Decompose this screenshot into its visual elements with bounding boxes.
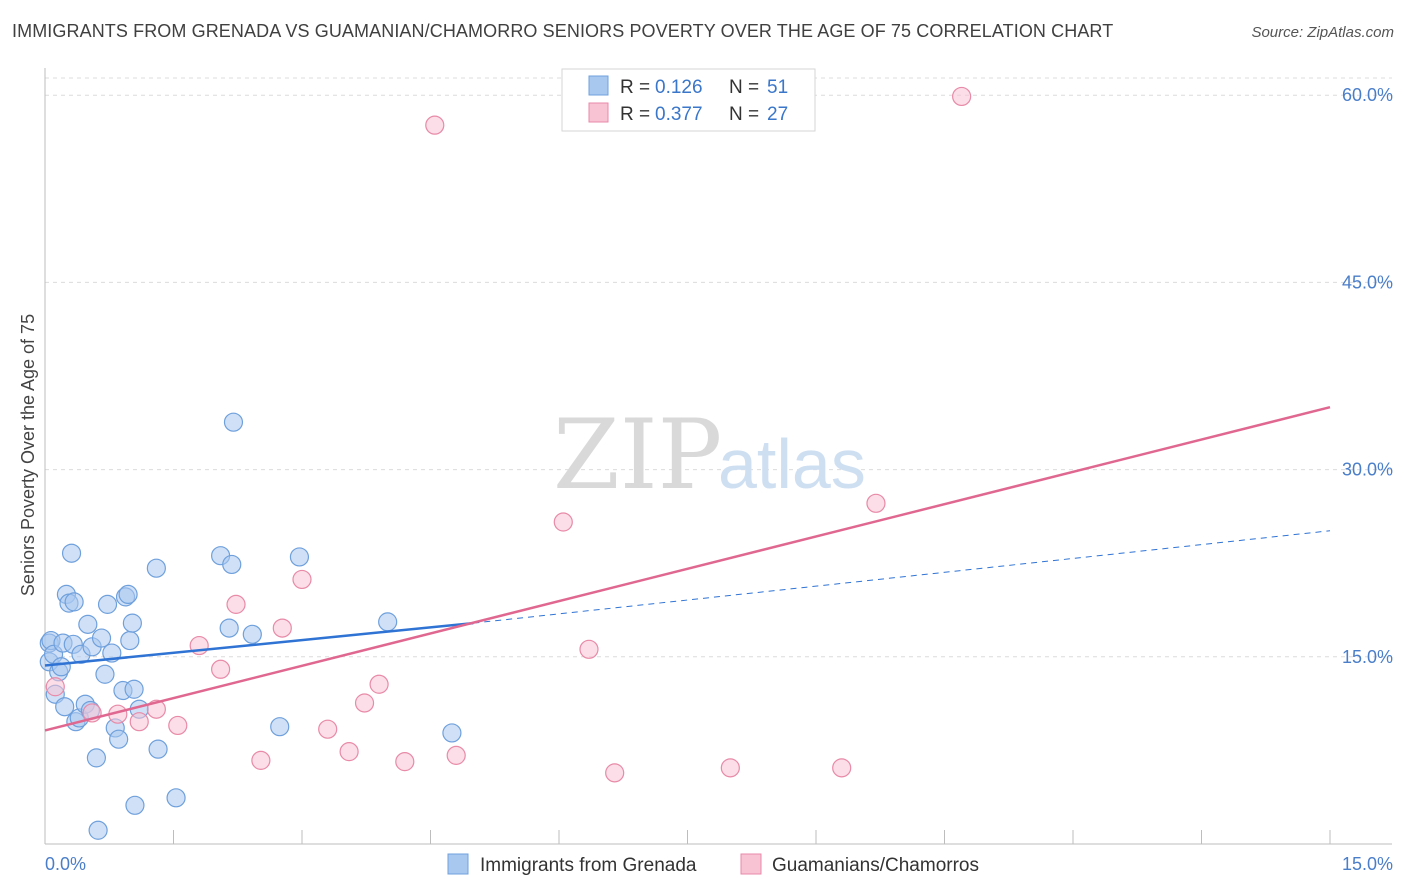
grenada-point xyxy=(64,592,84,612)
chamorro-point xyxy=(354,693,375,713)
bottom-legend-swatch-chamorro xyxy=(740,853,762,875)
grenada-point xyxy=(442,723,462,743)
grenada-point xyxy=(148,739,168,759)
chamorro-point xyxy=(272,618,292,638)
y-tick-label: 45.0% xyxy=(1342,272,1393,292)
grenada-point xyxy=(289,547,310,567)
grenada-point xyxy=(222,554,242,575)
grenada-point xyxy=(124,679,144,699)
chamorro-point xyxy=(553,512,573,532)
source-credit: Source: ZipAtlas.com xyxy=(1251,24,1394,41)
chamorro-point xyxy=(866,493,886,513)
chamorro-point xyxy=(45,677,65,697)
chamorro-point xyxy=(211,659,231,679)
grenada-point xyxy=(378,612,398,632)
y-tick-label: 60.0% xyxy=(1342,85,1393,105)
grenada-point xyxy=(97,594,118,614)
x-tick-label: 15.0% xyxy=(1342,854,1393,874)
grenada-point xyxy=(270,717,290,737)
bottom-legend-swatch-grenada xyxy=(447,853,469,875)
chamorro-point xyxy=(720,758,740,778)
legend-n-value-2: 27 xyxy=(767,104,788,125)
grenada-point xyxy=(120,630,140,651)
legend-n-label-2: N = xyxy=(729,104,759,125)
chart-title: IMMIGRANTS FROM GRENADA VS GUAMANIAN/CHA… xyxy=(12,21,1114,41)
chamorro-point xyxy=(605,763,625,783)
axes-layer: 15.0% 30.0% 45.0% 60.0% 0.0% 15.0% xyxy=(44,68,1393,874)
chamorro-point xyxy=(339,742,359,762)
chamorro-point xyxy=(952,86,972,107)
grenada-point xyxy=(91,628,112,648)
legend-r-value-2: 0.377 xyxy=(655,104,703,125)
grenada-point xyxy=(86,748,107,768)
chamorro-point xyxy=(446,745,466,765)
legend-box: R = 0.126 N = 51 R = 0.377 N = 27 xyxy=(561,68,816,132)
grenada-point xyxy=(109,729,129,749)
watermark: ZIP atlas xyxy=(553,399,866,511)
chamorro-trend-line xyxy=(44,405,1331,732)
trend-layer xyxy=(44,405,1331,732)
bottom-legend-label-grenada: Immigrants from Grenada xyxy=(480,855,697,876)
y-axis-title: Seniors Poverty Over the Age of 75 xyxy=(18,314,38,596)
grenada-point xyxy=(242,624,262,644)
x-tick-label: 0.0% xyxy=(45,854,86,874)
grenada-point xyxy=(55,697,75,717)
chamorro-point xyxy=(369,674,389,694)
chamorro-point xyxy=(425,115,445,135)
watermark-atlas: atlas xyxy=(718,425,866,503)
legend-n-label-1: N = xyxy=(729,77,759,98)
grenada-point xyxy=(146,558,166,578)
bottom-legend: Immigrants from Grenada Guamanians/Chamo… xyxy=(447,853,979,876)
chamorro-point xyxy=(318,719,338,739)
legend-swatch-grenada xyxy=(588,75,609,96)
chamorro-point xyxy=(832,758,852,778)
chamorro-point xyxy=(226,594,246,614)
grenada-point xyxy=(125,795,145,815)
legend-swatch-chamorro xyxy=(588,102,609,123)
grenada-point xyxy=(78,614,98,634)
grenada-point xyxy=(61,543,82,563)
legend-r-value-1: 0.126 xyxy=(655,77,703,98)
chamorro-point xyxy=(129,712,149,732)
chamorro-point xyxy=(251,750,271,770)
grenada-point xyxy=(122,613,142,633)
grenada-trend-extension xyxy=(473,530,1331,624)
chamorro-point xyxy=(579,639,599,659)
bottom-legend-label-chamorro: Guamanians/Chamorros xyxy=(772,855,979,876)
legend-r-label-2: R = xyxy=(620,104,650,125)
grid-layer xyxy=(45,77,1392,658)
grenada-point xyxy=(95,664,115,684)
grenada-point xyxy=(51,657,71,677)
grenada-point xyxy=(219,618,239,638)
legend-n-value-1: 51 xyxy=(767,77,788,98)
grenada-point xyxy=(118,584,138,605)
legend-r-label-1: R = xyxy=(620,77,650,98)
y-tick-label: 15.0% xyxy=(1342,647,1393,667)
chamorro-point xyxy=(168,715,188,736)
grenada-point xyxy=(88,820,108,840)
watermark-zip: ZIP xyxy=(553,399,722,511)
chamorro-point xyxy=(292,569,312,590)
grenada-point xyxy=(166,788,186,808)
y-tick-label: 30.0% xyxy=(1342,460,1393,480)
grenada-point xyxy=(223,412,244,432)
chamorro-point xyxy=(395,752,415,772)
grenada-trend-line xyxy=(44,621,474,667)
